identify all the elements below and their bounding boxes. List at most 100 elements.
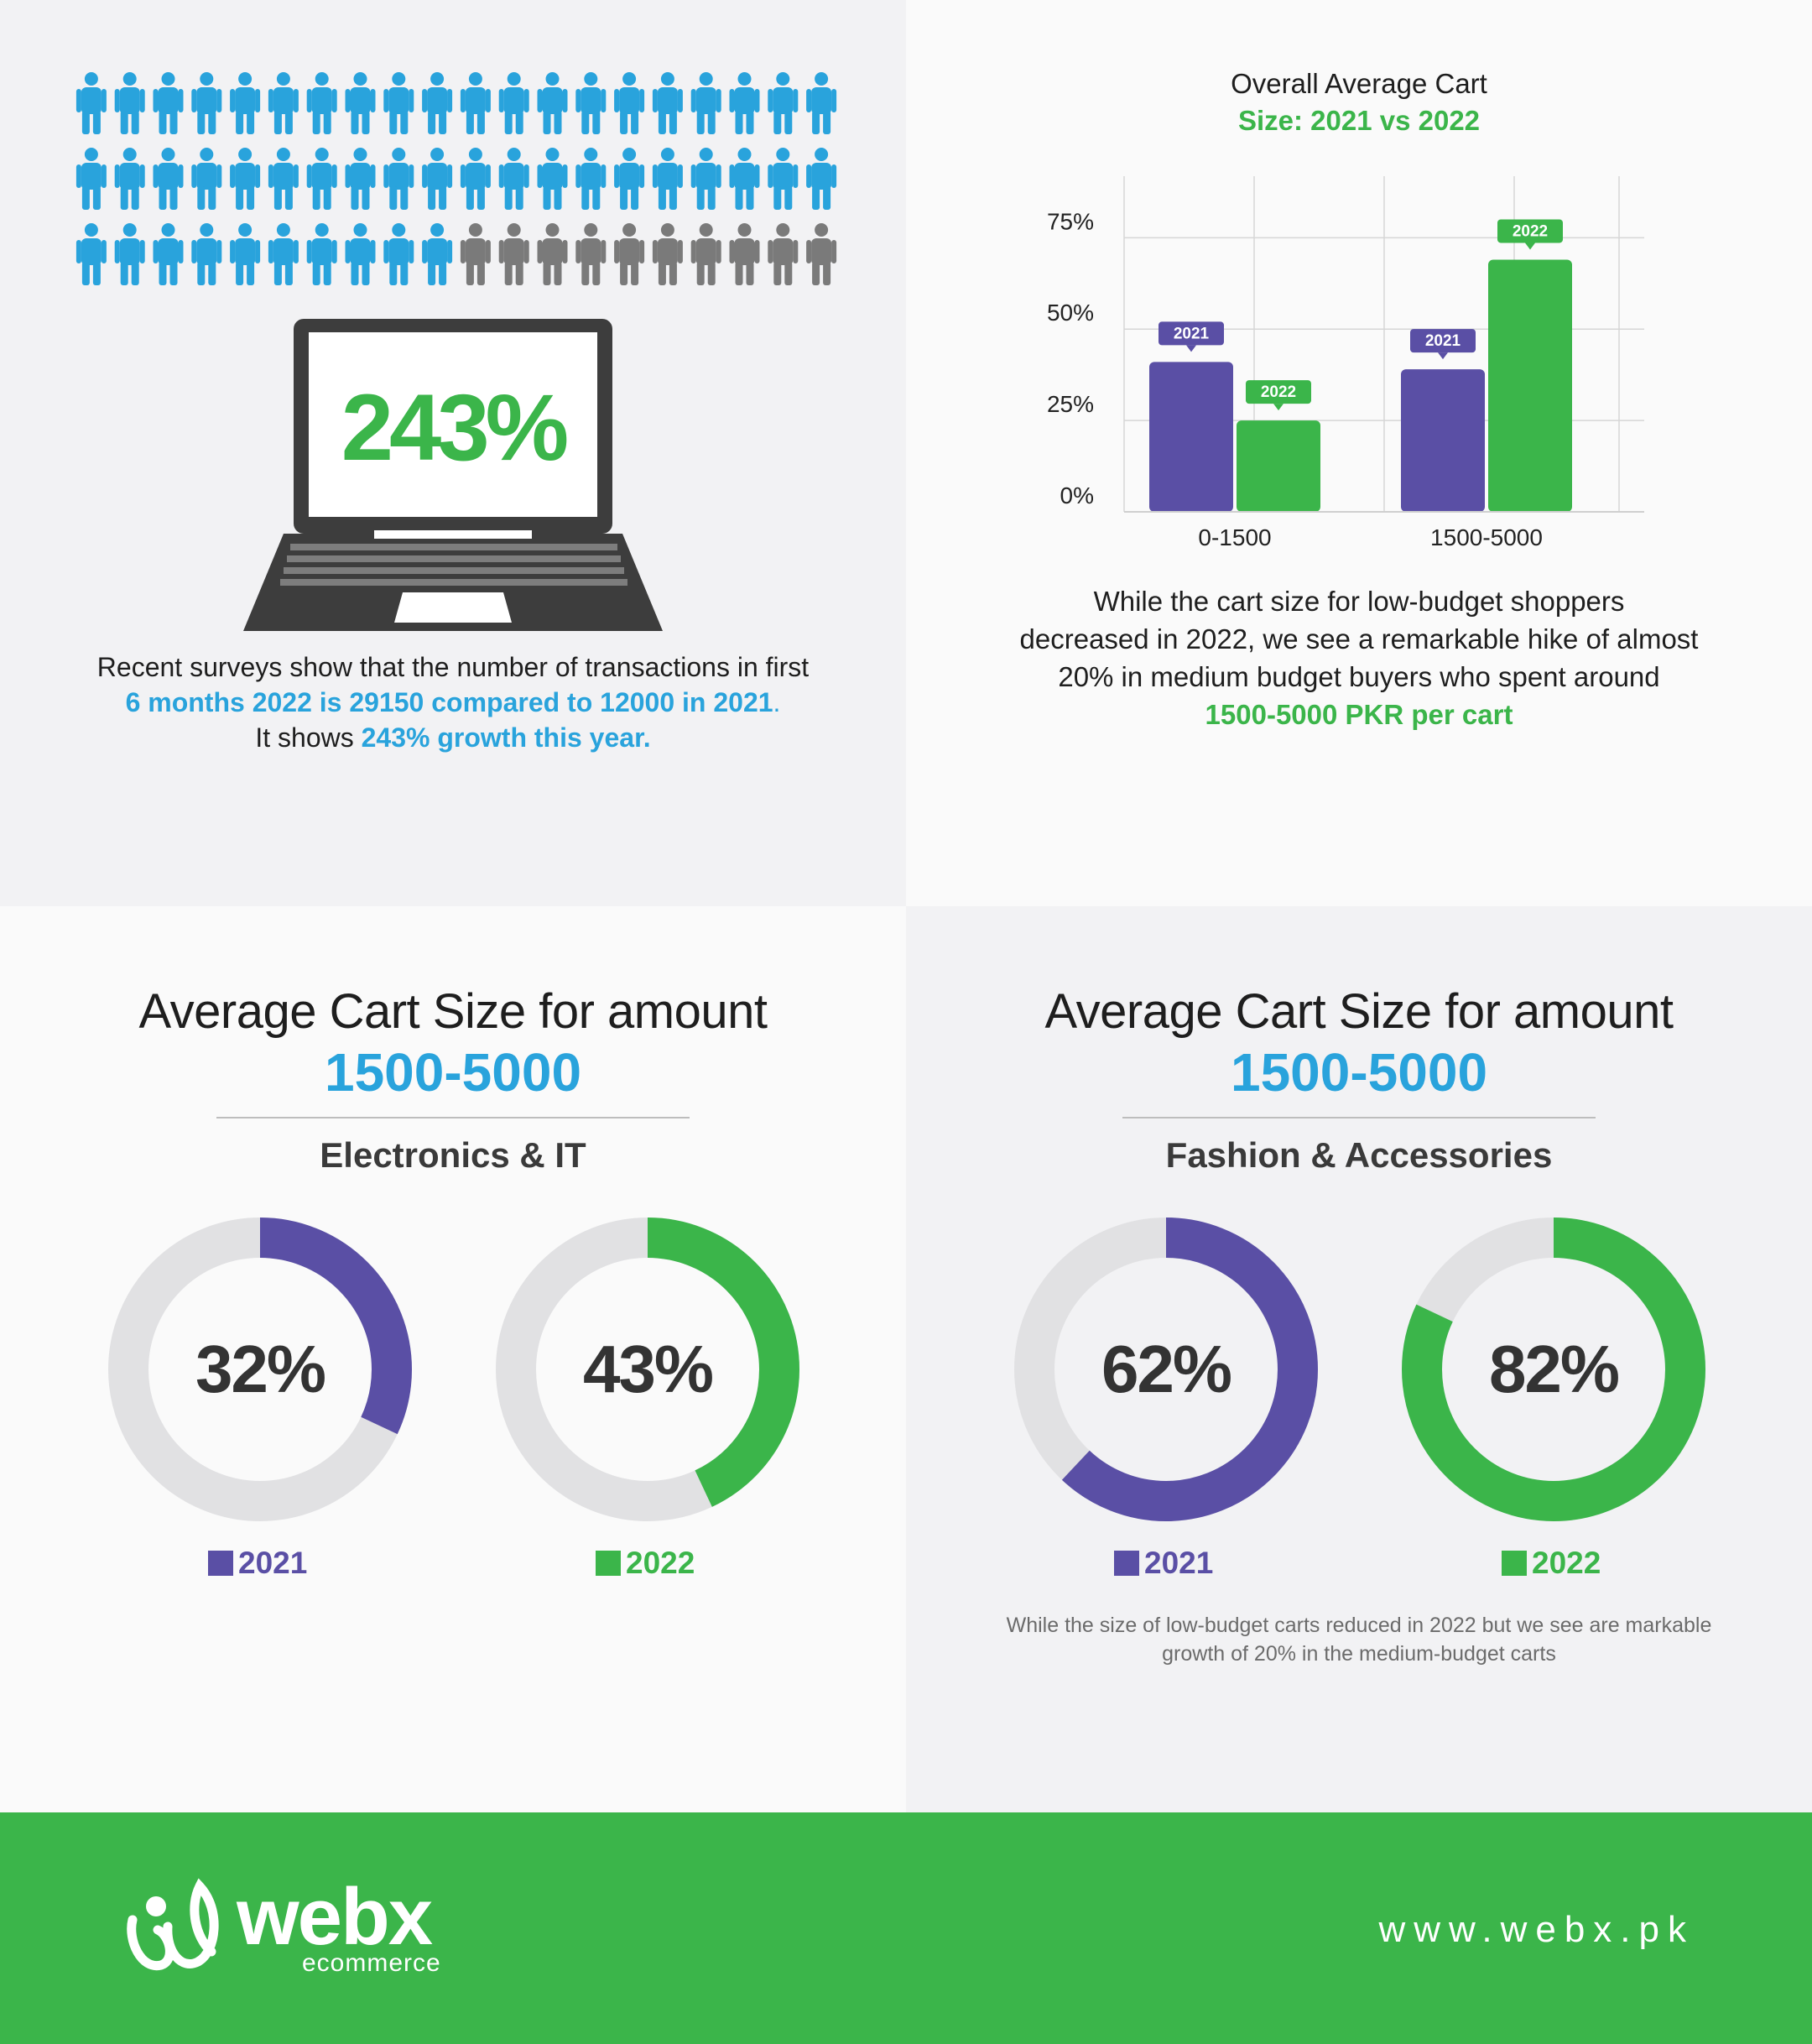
section-category: Electronics & IT — [320, 1135, 586, 1175]
section-title: Average Cart Size for amount — [138, 984, 768, 1039]
note-line: 20% in medium budget buyers who spent ar… — [1058, 661, 1660, 692]
bar — [1488, 259, 1572, 512]
section-range: 1500-5000 — [1230, 1042, 1488, 1103]
person-icon — [383, 72, 414, 134]
person-icon — [614, 223, 645, 285]
person-icon — [422, 148, 453, 210]
person-icon — [498, 148, 529, 210]
donut-chart — [496, 1218, 799, 1521]
bar-tag-pointer — [1273, 404, 1284, 411]
y-tick-label: 50% — [1047, 300, 1094, 326]
people-grid — [76, 72, 837, 285]
y-tick-label: 75% — [1047, 208, 1094, 234]
bar-tag — [1497, 219, 1563, 243]
legend-swatch — [1502, 1551, 1527, 1576]
person-icon — [729, 72, 760, 134]
donut-arc — [1014, 1218, 1318, 1521]
note-highlight: 6 months 2022 is 29150 compared to 12000… — [125, 687, 773, 717]
person-icon — [76, 223, 107, 285]
bar-data-label: 2021 — [1425, 332, 1461, 350]
bar-chart-panel — [906, 0, 1812, 906]
donut-chart — [1014, 1218, 1318, 1521]
legend-item: 2022 — [596, 1546, 695, 1581]
legend-swatch — [1114, 1551, 1139, 1576]
bar-tag — [1159, 321, 1224, 346]
person-icon — [230, 223, 261, 285]
person-icon — [768, 148, 799, 210]
person-icon — [153, 72, 184, 134]
divider — [216, 1117, 690, 1118]
person-icon — [498, 223, 529, 285]
person-icon — [806, 72, 837, 134]
legend-item: 2022 — [1502, 1546, 1601, 1581]
donut-chart — [108, 1218, 412, 1521]
legend-item: 2021 — [1114, 1546, 1213, 1581]
logo-wordmark: webx — [237, 1872, 433, 1962]
laptop-key-row — [284, 567, 624, 574]
note-line: While the cart size for low-budget shopp… — [1093, 586, 1625, 617]
fashion-panel — [906, 906, 1812, 1812]
person-icon — [690, 72, 721, 134]
person-icon — [383, 148, 414, 210]
legend-label: 2021 — [1144, 1546, 1214, 1580]
y-tick-label: 0% — [1060, 482, 1094, 508]
website-link[interactable]: www.webx.pk — [1378, 1909, 1695, 1950]
donut-chart — [1402, 1218, 1705, 1521]
person-icon — [652, 223, 683, 285]
person-icon — [76, 72, 107, 134]
person-icon — [652, 148, 683, 210]
donut-value: 43% — [582, 1332, 714, 1406]
section-category: Fashion & Accessories — [1165, 1135, 1553, 1175]
y-tick-label: 25% — [1047, 391, 1094, 417]
bar-chart-title-line: Size: 2021 vs 2022 — [1237, 105, 1481, 136]
legend-label: 2022 — [626, 1546, 695, 1580]
legend-item: 2021 — [208, 1546, 307, 1581]
laptop-display — [309, 332, 597, 517]
bar-data-label: 2022 — [1261, 383, 1296, 401]
donut-value: 32% — [195, 1332, 326, 1406]
note-line: While the size of low-budget carts reduc… — [1006, 1614, 1712, 1637]
note-text: It shows — [255, 722, 362, 753]
donut-arc — [108, 1218, 412, 1521]
donut-arc — [496, 1218, 799, 1521]
person-icon — [460, 223, 491, 285]
person-icon — [191, 148, 222, 210]
donut-value: 82% — [1488, 1332, 1620, 1406]
person-icon — [306, 223, 337, 285]
person-icon — [114, 223, 145, 285]
note-line: Recent surveys show that the number of t… — [96, 652, 810, 682]
person-icon — [690, 223, 721, 285]
bar-chart-title: Overall Average Cart Size: 2021 vs 2022 — [990, 65, 1728, 139]
section-range: 1500-5000 — [324, 1042, 582, 1103]
bar-tag — [1246, 380, 1311, 404]
person-icon — [729, 148, 760, 210]
legend-swatch — [208, 1551, 233, 1576]
growth-percent: 243% — [341, 375, 569, 480]
note-highlight: 1500-5000 PKR per cart — [1205, 699, 1513, 730]
person-icon — [268, 72, 299, 134]
note-highlight: 243% growth this year. — [361, 722, 651, 753]
person-icon — [345, 72, 376, 134]
section-title: Average Cart Size for amount — [1044, 984, 1674, 1039]
person-icon — [230, 148, 261, 210]
laptop-icon — [243, 319, 663, 631]
legend-label: 2021 — [238, 1546, 308, 1580]
bar-tag-pointer — [1438, 352, 1448, 360]
bar — [1237, 420, 1320, 512]
note-line: growth of 20% in the medium-budget carts — [1162, 1642, 1556, 1666]
person-icon — [422, 223, 453, 285]
legend-label: 2022 — [1532, 1546, 1601, 1580]
bar-tag — [1410, 329, 1476, 353]
laptop-key-row — [280, 579, 627, 586]
person-icon — [191, 72, 222, 134]
person-icon — [268, 148, 299, 210]
person-icon — [729, 223, 760, 285]
bar-tag-pointer — [1525, 242, 1535, 250]
bar — [1149, 362, 1233, 512]
person-icon — [383, 223, 414, 285]
person-icon — [575, 72, 607, 134]
person-icon — [114, 72, 145, 134]
donut-value: 62% — [1101, 1332, 1232, 1406]
donut-arc — [1402, 1218, 1705, 1521]
note-line: It shows 243% growth this year. — [50, 720, 856, 755]
